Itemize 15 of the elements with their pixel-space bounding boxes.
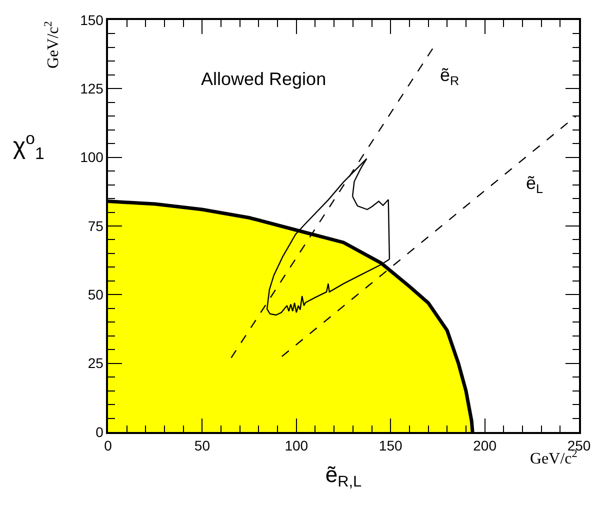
y-tick-label: 125	[80, 80, 104, 97]
annotation: ẽ$_{L}$	[526, 173, 544, 196]
annotation: ẽ$_{R}$	[440, 65, 460, 88]
annotation: Allowed Region	[201, 69, 326, 89]
y-tick-label: 50	[88, 286, 104, 303]
x-tick-label: 150	[378, 438, 402, 454]
y-tick-label: 75	[88, 218, 104, 234]
y-tick-label: 25	[88, 355, 104, 372]
x-tick-label: 50	[194, 438, 210, 454]
x-tick-label: 100	[284, 438, 308, 454]
y-tick-label: 150	[80, 12, 104, 28]
x-axis-title: ẽ$_{R,L}$	[325, 462, 362, 491]
y-tick-label: 100	[80, 149, 104, 166]
x-tick-label: 200	[473, 438, 497, 454]
y-tick-label: 0	[96, 424, 104, 440]
